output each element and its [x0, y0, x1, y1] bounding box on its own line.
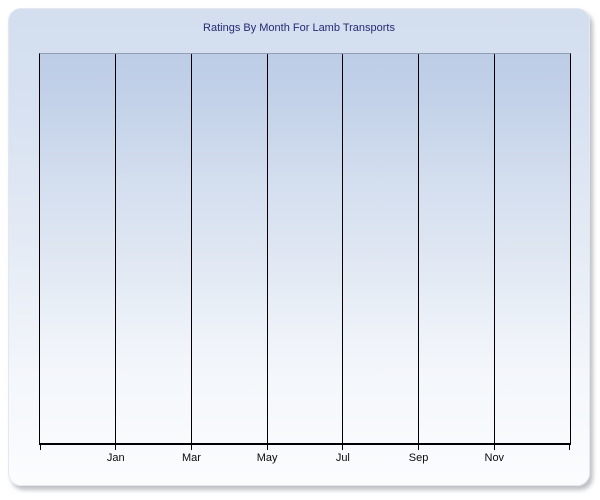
- x-axis-label: Nov: [484, 452, 505, 464]
- vertical-gridline: [266, 54, 268, 443]
- x-axis-tick: [39, 445, 41, 450]
- vertical-gridline: [342, 54, 344, 443]
- x-axis-label: May: [256, 452, 278, 464]
- vertical-gridline: [418, 54, 420, 443]
- x-axis-label: Sep: [408, 452, 429, 464]
- chart-panel: Ratings By Month For Lamb Transports Jan…: [8, 8, 590, 486]
- x-axis-label: Jan: [106, 452, 125, 464]
- vertical-gridline: [493, 54, 495, 443]
- x-axis-tick: [493, 445, 495, 450]
- x-axis-tick: [342, 445, 344, 450]
- x-axis-label: Mar: [181, 452, 201, 464]
- x-axis-tick: [569, 445, 570, 450]
- vertical-gridline: [190, 54, 192, 443]
- x-axis-label: Jul: [335, 452, 350, 464]
- vertical-gridline: [115, 54, 117, 443]
- x-axis-tick: [190, 445, 192, 450]
- chart-title: Ratings By Month For Lamb Transports: [203, 22, 395, 34]
- x-axis-tick: [418, 445, 420, 450]
- x-axis-tick: [266, 445, 268, 450]
- plot-area: Jan Mar May Jul Sep Nov: [39, 53, 571, 464]
- x-axis-tick: [115, 445, 117, 450]
